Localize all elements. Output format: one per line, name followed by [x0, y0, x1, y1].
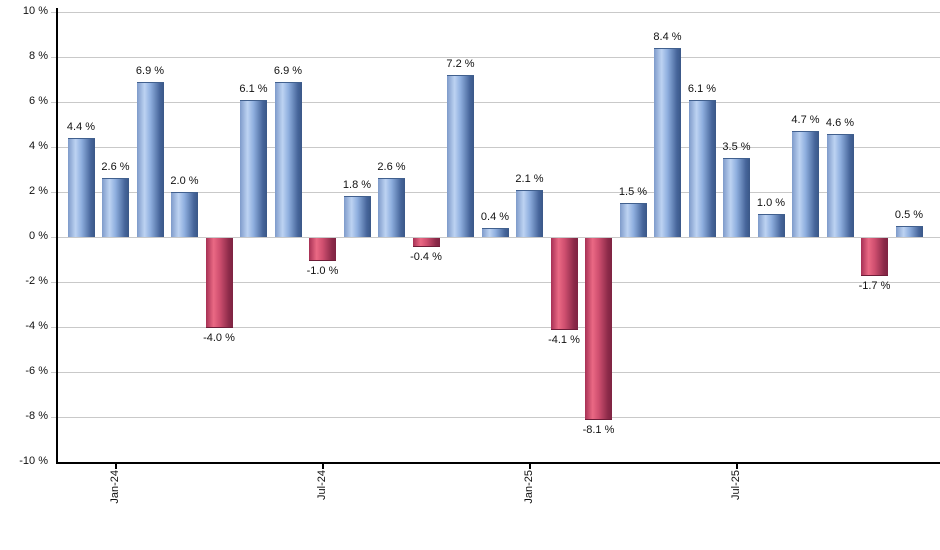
- x-axis-tick: [528, 464, 531, 469]
- y-axis-tick-label: 0 %: [29, 230, 48, 242]
- bar-value-label: 3.5 %: [722, 141, 751, 153]
- y-axis-tick: [51, 192, 56, 193]
- bar[interactable]: [516, 190, 543, 237]
- y-axis-tick-label: -10 %: [19, 455, 48, 467]
- bar[interactable]: [171, 192, 198, 237]
- gridline: [58, 282, 940, 283]
- bar-value-label: -0.4 %: [410, 251, 442, 263]
- bar[interactable]: [136, 82, 164, 237]
- bar[interactable]: [309, 238, 336, 261]
- bar-value-label: -4.1 %: [548, 334, 580, 346]
- x-axis-tick-label: Jul-24: [315, 470, 328, 500]
- bar[interactable]: [895, 226, 923, 237]
- gridline: [58, 417, 940, 418]
- x-axis-line: [56, 462, 940, 464]
- y-axis-tick: [51, 372, 56, 373]
- y-axis-tick-label: 4 %: [29, 140, 48, 152]
- y-axis-tick: [51, 417, 56, 418]
- bar[interactable]: [102, 178, 129, 237]
- bar-value-label: 2.1 %: [515, 173, 544, 185]
- x-axis-tick-label: Jan-25: [522, 470, 535, 504]
- x-axis-tick-label: Jan-24: [108, 470, 121, 504]
- bar-value-label: 4.6 %: [825, 117, 855, 129]
- y-axis-tick: [51, 282, 56, 283]
- bar[interactable]: [723, 158, 750, 237]
- y-axis-tick: [51, 12, 56, 13]
- gridline: [58, 327, 940, 328]
- bar[interactable]: [378, 178, 405, 237]
- y-axis-tick: [51, 102, 56, 103]
- y-axis-tick-label: -2 %: [25, 275, 48, 287]
- y-axis-tick: [51, 147, 56, 148]
- bar[interactable]: [240, 100, 267, 237]
- bar[interactable]: [447, 75, 474, 237]
- y-axis-tick-label: 8 %: [29, 50, 48, 62]
- gridline: [58, 102, 940, 103]
- bar-value-label: -1.7 %: [858, 280, 891, 292]
- bar-value-label: 6.1 %: [687, 83, 717, 95]
- y-axis-tick: [51, 57, 56, 58]
- y-axis-tick-label: 6 %: [29, 95, 48, 107]
- y-axis-tick-label: 10 %: [22, 5, 48, 17]
- bar-value-label: 1.0 %: [756, 197, 786, 209]
- bar[interactable]: [274, 82, 302, 237]
- y-axis-tick: [51, 237, 56, 238]
- y-axis-tick-label: -4 %: [25, 320, 48, 332]
- x-axis-tick: [114, 464, 117, 469]
- bar-value-label: 0.4 %: [480, 211, 510, 223]
- gridline: [58, 12, 940, 13]
- bar-value-label: -1.0 %: [306, 265, 339, 277]
- bar-value-label: -4.0 %: [203, 332, 235, 344]
- gridline: [58, 237, 940, 238]
- bar[interactable]: [619, 203, 647, 237]
- bar-value-label: 2.6 %: [101, 161, 130, 173]
- x-axis-tick-label: Jul-25: [729, 470, 742, 500]
- bar-value-label: 4.4 %: [66, 121, 96, 133]
- gridline: [58, 57, 940, 58]
- bar-value-label: -8.1 %: [582, 424, 615, 436]
- bar[interactable]: [826, 134, 854, 237]
- x-axis-tick: [735, 464, 738, 469]
- bar-value-label: 0.5 %: [894, 209, 924, 221]
- bar[interactable]: [654, 48, 681, 237]
- bar-value-label: 2.0 %: [170, 175, 199, 187]
- y-axis-tick-label: 2 %: [29, 185, 48, 197]
- y-axis-line: [56, 8, 58, 464]
- gridline: [58, 372, 940, 373]
- bar[interactable]: [343, 196, 371, 237]
- x-axis-tick: [321, 464, 324, 469]
- bar[interactable]: [792, 131, 819, 237]
- bar-value-label: 7.2 %: [446, 58, 475, 70]
- bar[interactable]: [757, 214, 785, 237]
- bar-value-label: 4.7 %: [791, 114, 820, 126]
- bar[interactable]: [205, 238, 233, 328]
- y-axis-tick: [51, 327, 56, 328]
- bar[interactable]: [585, 238, 612, 420]
- bar[interactable]: [67, 138, 95, 237]
- bar-value-label: 8.4 %: [653, 31, 682, 43]
- bar-value-label: 6.9 %: [135, 65, 165, 77]
- bar[interactable]: [412, 238, 440, 247]
- y-axis-tick-label: -6 %: [25, 365, 48, 377]
- y-axis-tick-label: -8 %: [25, 410, 48, 422]
- bar[interactable]: [550, 238, 578, 330]
- bar[interactable]: [861, 238, 888, 276]
- bar-value-label: 1.8 %: [342, 179, 372, 191]
- bar-value-label: 6.9 %: [273, 65, 303, 77]
- bar[interactable]: [688, 100, 716, 237]
- bar-value-label: 1.5 %: [618, 186, 648, 198]
- bar-value-label: 6.1 %: [239, 83, 268, 95]
- bar[interactable]: [481, 228, 509, 237]
- bar-value-label: 2.6 %: [377, 161, 406, 173]
